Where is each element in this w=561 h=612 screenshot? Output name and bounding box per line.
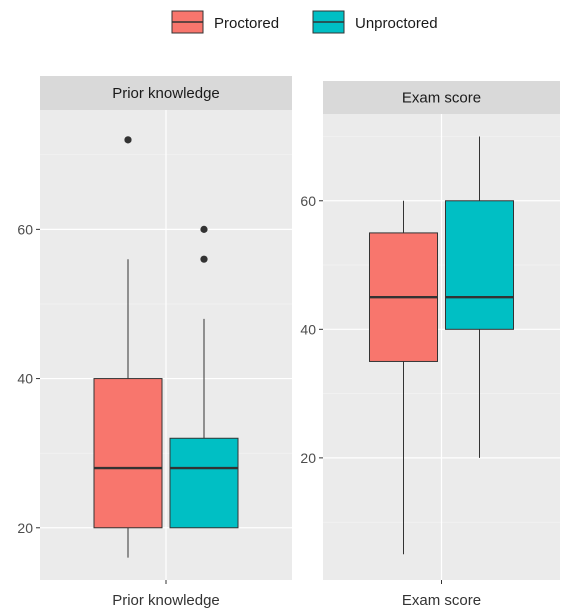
strip-header-prior-knowledge [40,76,292,110]
strip-label-exam-score: Exam score [402,90,481,107]
y-tick-label: 60 [17,221,33,237]
x-tick-label-prior-knowledge: Prior knowledge [112,592,220,609]
legend-label-unproctored: Unproctored [355,15,438,32]
y-tick-label: 60 [300,193,316,209]
outlier-point-unproctored [200,255,208,263]
box-unproctored [169,437,239,529]
x-tick-label-exam-score: Exam score [402,592,481,609]
y-tick-label: 20 [300,450,316,466]
box-proctored [93,378,163,529]
legend-label-proctored: Proctored [214,15,279,32]
outlier-point-proctored [124,136,132,144]
box-unproctored [445,200,514,330]
panel-exam-score: Exam score 20 40 60 Exam score [300,81,560,609]
strip-label-prior-knowledge: Prior knowledge [112,85,220,102]
legend: Proctored Unproctored [171,10,438,34]
y-tick-label: 40 [300,321,316,337]
strip-header-exam-score [323,81,560,114]
y-tick-label: 40 [17,371,33,387]
y-tick-label: 20 [17,520,33,536]
panel-prior-knowledge: Prior knowledge 20 40 60 Prior knowledge [17,76,292,609]
outlier-point-unproctored [200,225,208,233]
